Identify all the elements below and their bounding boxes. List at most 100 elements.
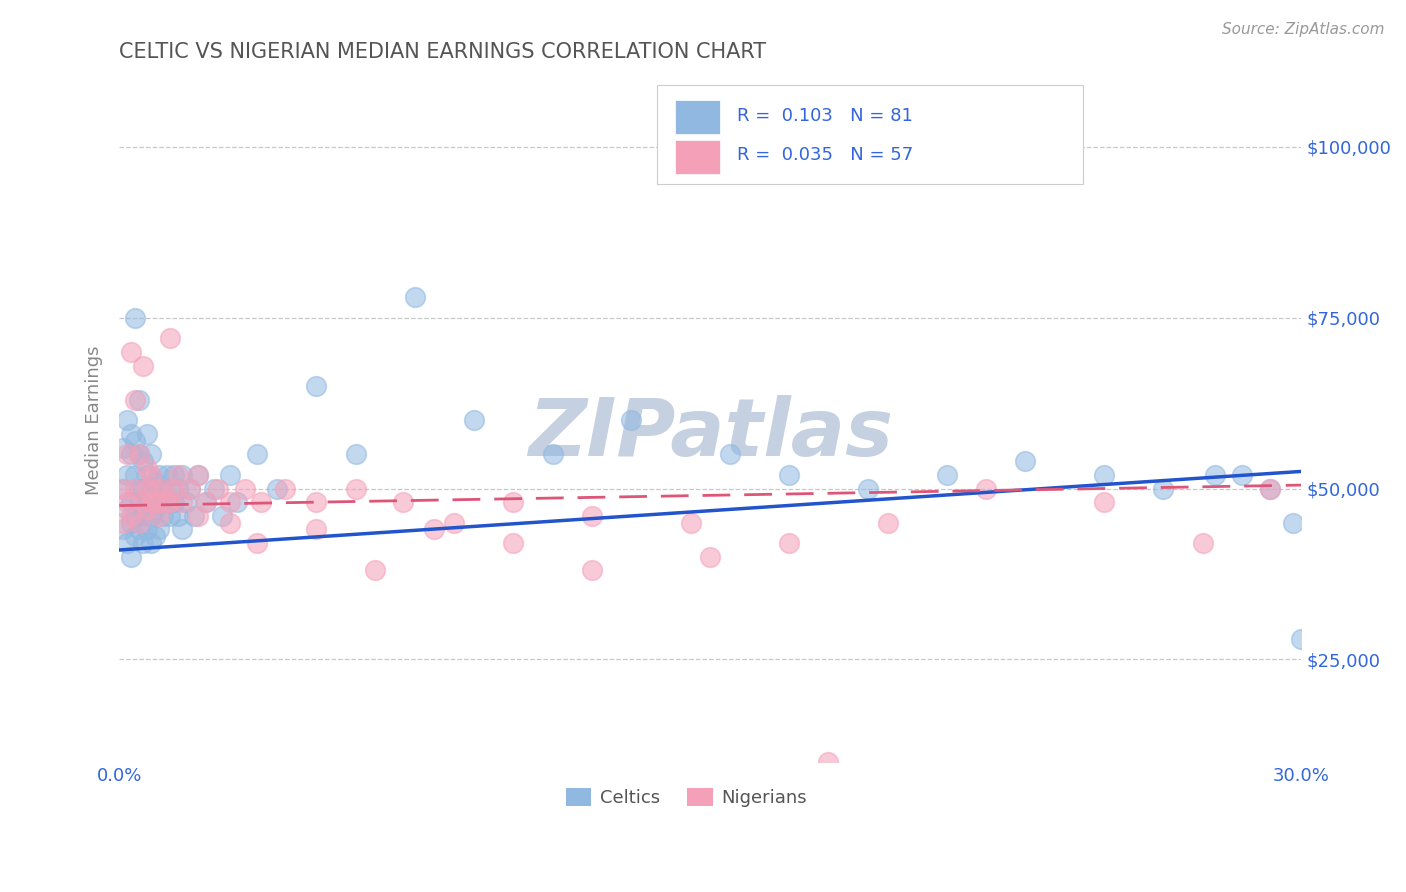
Point xyxy=(143,502,166,516)
Point xyxy=(135,523,157,537)
Point xyxy=(132,495,155,509)
Point xyxy=(148,495,170,509)
Point xyxy=(115,413,138,427)
Point xyxy=(124,529,146,543)
Point xyxy=(305,495,328,509)
Point xyxy=(159,482,181,496)
Point xyxy=(120,426,142,441)
Point xyxy=(172,495,194,509)
Point xyxy=(120,508,142,523)
Point xyxy=(679,516,702,530)
Point xyxy=(124,482,146,496)
Point xyxy=(364,564,387,578)
Point xyxy=(112,482,135,496)
Point xyxy=(778,536,800,550)
Point xyxy=(159,495,181,509)
Point xyxy=(139,467,162,482)
Point xyxy=(112,482,135,496)
Point xyxy=(128,392,150,407)
Point xyxy=(135,482,157,496)
Point xyxy=(139,508,162,523)
Text: Source: ZipAtlas.com: Source: ZipAtlas.com xyxy=(1222,22,1385,37)
Point xyxy=(143,482,166,496)
Point xyxy=(218,467,240,482)
Point xyxy=(174,495,197,509)
Point xyxy=(120,344,142,359)
Point xyxy=(124,508,146,523)
Point xyxy=(167,482,190,496)
Point xyxy=(1282,516,1305,530)
Point xyxy=(817,755,839,769)
Point xyxy=(128,523,150,537)
Point xyxy=(115,467,138,482)
Point xyxy=(120,495,142,509)
Point xyxy=(112,441,135,455)
Point xyxy=(246,536,269,550)
Point xyxy=(115,536,138,550)
Point xyxy=(139,482,162,496)
Point xyxy=(167,508,190,523)
Point xyxy=(344,447,367,461)
Point xyxy=(1230,467,1253,482)
Point xyxy=(132,454,155,468)
Point xyxy=(148,467,170,482)
Point xyxy=(218,516,240,530)
Point xyxy=(128,516,150,530)
Point xyxy=(159,331,181,345)
Point xyxy=(211,508,233,523)
Point xyxy=(128,447,150,461)
Point xyxy=(167,467,190,482)
Point xyxy=(266,482,288,496)
Point xyxy=(135,495,157,509)
Point xyxy=(187,467,209,482)
Point xyxy=(202,482,225,496)
Legend: Celtics, Nigerians: Celtics, Nigerians xyxy=(558,781,814,814)
Point xyxy=(179,482,201,496)
Point xyxy=(115,495,138,509)
Point xyxy=(1014,454,1036,468)
Point xyxy=(124,392,146,407)
Text: ZIPatlas: ZIPatlas xyxy=(527,395,893,473)
Point xyxy=(423,523,446,537)
Point xyxy=(143,475,166,489)
Text: CELTIC VS NIGERIAN MEDIAN EARNINGS CORRELATION CHART: CELTIC VS NIGERIAN MEDIAN EARNINGS CORRE… xyxy=(120,42,766,62)
Point xyxy=(152,508,174,523)
Point xyxy=(128,482,150,496)
Point xyxy=(148,508,170,523)
Point xyxy=(1092,467,1115,482)
Point xyxy=(620,413,643,427)
Point xyxy=(139,447,162,461)
Point xyxy=(187,467,209,482)
Point xyxy=(246,447,269,461)
Point xyxy=(163,495,186,509)
Point xyxy=(155,495,177,509)
Point xyxy=(502,536,524,550)
Point xyxy=(112,516,135,530)
Point xyxy=(135,461,157,475)
Point xyxy=(183,508,205,523)
Point xyxy=(235,482,257,496)
Point xyxy=(152,482,174,496)
Point xyxy=(120,549,142,564)
Point xyxy=(1258,482,1281,496)
Point xyxy=(194,495,217,509)
FancyBboxPatch shape xyxy=(657,86,1083,185)
Point xyxy=(207,482,229,496)
Point xyxy=(1204,467,1226,482)
Point xyxy=(135,502,157,516)
Point xyxy=(179,482,201,496)
Point xyxy=(115,447,138,461)
Point xyxy=(163,482,186,496)
Point xyxy=(463,413,485,427)
Point xyxy=(1191,536,1213,550)
FancyBboxPatch shape xyxy=(675,140,720,174)
Point xyxy=(132,508,155,523)
Point xyxy=(155,467,177,482)
Point xyxy=(172,467,194,482)
Point xyxy=(218,495,240,509)
Point xyxy=(305,523,328,537)
Point xyxy=(163,467,186,482)
Point xyxy=(1258,482,1281,496)
Point xyxy=(120,516,142,530)
Point xyxy=(143,529,166,543)
